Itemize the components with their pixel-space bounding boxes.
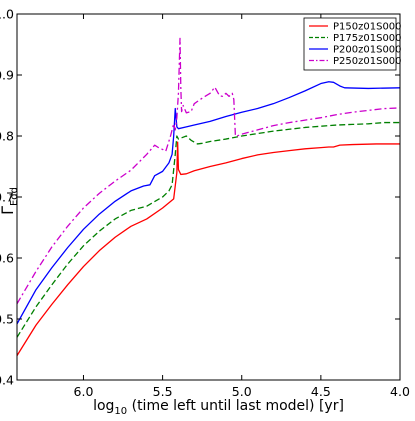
y-axis-label-sub: Edd xyxy=(9,187,20,206)
y-tick-label: 1.0 xyxy=(0,7,14,22)
y-tick-label: 0.7 xyxy=(0,190,14,205)
x-tick-label: 5.0 xyxy=(232,384,252,399)
series-line-p175z01s000 xyxy=(17,121,400,338)
legend-label: P200z01S000 xyxy=(333,45,402,56)
y-tick-label: 0.5 xyxy=(0,312,14,327)
x-axis-label-base: log xyxy=(93,398,114,414)
x-tick-label: 4.0 xyxy=(390,384,410,399)
x-axis-label-sub: 10 xyxy=(114,406,127,417)
y-axis-label: ΓEdd xyxy=(0,187,20,215)
axis-labels-layer: log10 (time left until last model) [yr] … xyxy=(0,187,344,417)
legend-label: P175z01S000 xyxy=(333,33,402,44)
y-tick-label: 0.8 xyxy=(0,129,14,144)
legend-box xyxy=(303,17,397,71)
y-tick-label: 0.4 xyxy=(0,373,14,388)
x-axis-label-rest: (time left until last model) [yr] xyxy=(127,398,344,414)
x-tick-label: 5.5 xyxy=(153,384,173,399)
series-line-p150z01s000 xyxy=(17,141,400,356)
series-line-p200z01s000 xyxy=(17,81,400,325)
y-tick-label: 0.9 xyxy=(0,68,14,83)
x-axis-label: log10 (time left until last model) [yr] xyxy=(93,398,344,417)
legend-label: P250z01S000 xyxy=(333,56,402,67)
ticks-layer: 6.0 5.5 5.0 4.5 4.0 0.4 0.5 0.6 0.7 0.8 0.9 1.0 xyxy=(0,7,410,400)
series-layer xyxy=(17,37,400,356)
y-axis-label-base: Γ xyxy=(0,206,17,215)
legend-label: P150z01S000 xyxy=(333,22,402,33)
x-tick-label: 6.0 xyxy=(74,384,94,399)
x-tick-label: 4.5 xyxy=(311,384,331,399)
legend: P150z01S000P175z01S000P200z01S000P250z01… xyxy=(303,17,402,71)
y-tick-label: 0.6 xyxy=(0,251,14,266)
